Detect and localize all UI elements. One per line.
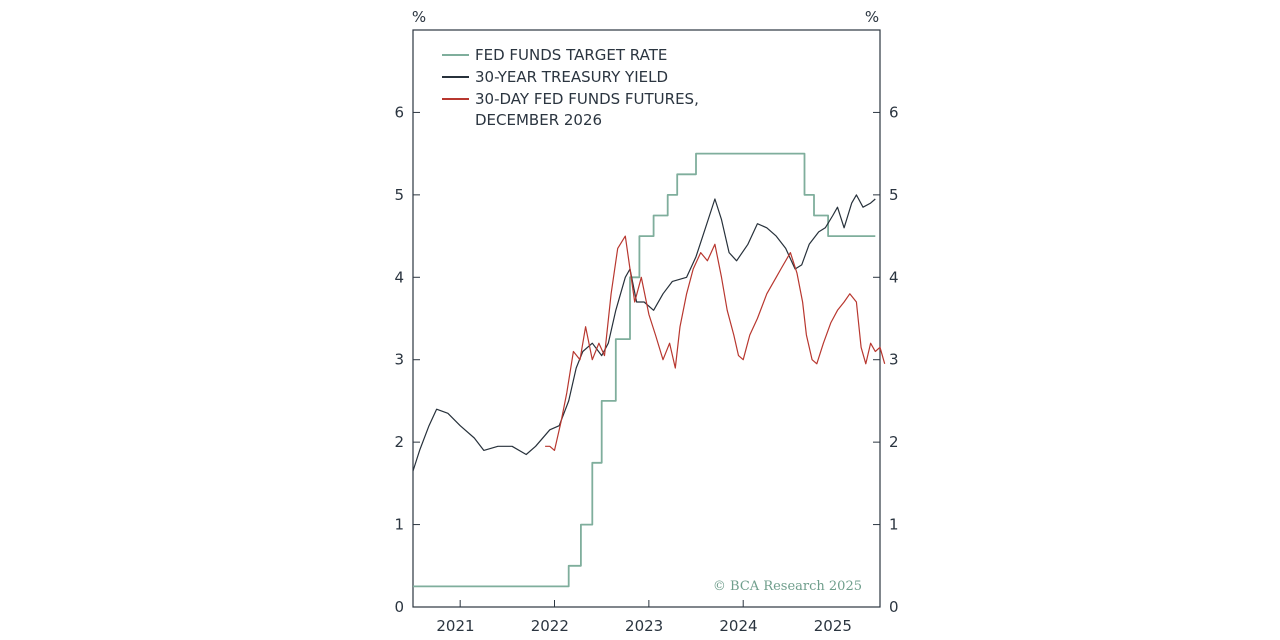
- x-tick-label: 2024: [719, 617, 757, 635]
- y-tick-label-left: 2: [394, 433, 404, 451]
- plot-frame: [412, 29, 881, 608]
- y-unit-right: %: [865, 8, 879, 26]
- y-unit-left: %: [412, 8, 426, 26]
- y-tick-label-right: 5: [889, 186, 899, 204]
- y-tick-label-right: 4: [889, 268, 899, 286]
- legend-label: 30-DAY FED FUNDS FUTURES,: [475, 90, 699, 108]
- x-tick-label: 2022: [531, 617, 569, 635]
- y-tick-label-left: 6: [394, 103, 404, 121]
- series-line-0: [413, 152, 876, 588]
- y-tick-label-left: 3: [394, 351, 404, 369]
- credit-label: © BCA Research 2025: [713, 579, 862, 594]
- y-tick-label-right: 0: [889, 598, 899, 616]
- series-line-1: [412, 194, 876, 472]
- y-tick-label-left: 4: [394, 268, 404, 286]
- legend-label: 30-YEAR TREASURY YIELD: [475, 68, 668, 86]
- x-tick-label: 2025: [814, 617, 852, 635]
- y-tick-label-left: 1: [394, 516, 404, 534]
- y-tick-label-right: 2: [889, 433, 899, 451]
- y-tick-label-right: 3: [889, 351, 899, 369]
- y-tick-label-right: 1: [889, 516, 899, 534]
- y-tick-label-left: 5: [394, 186, 404, 204]
- legend-label: FED FUNDS TARGET RATE: [475, 46, 667, 64]
- series-line-2: [545, 235, 886, 451]
- y-tick-label-right: 6: [889, 103, 899, 121]
- x-tick-label: 2021: [436, 617, 474, 635]
- x-tick-label: 2023: [625, 617, 663, 635]
- y-tick-label-left: 0: [394, 598, 404, 616]
- legend-label-line2: DECEMBER 2026: [475, 111, 602, 129]
